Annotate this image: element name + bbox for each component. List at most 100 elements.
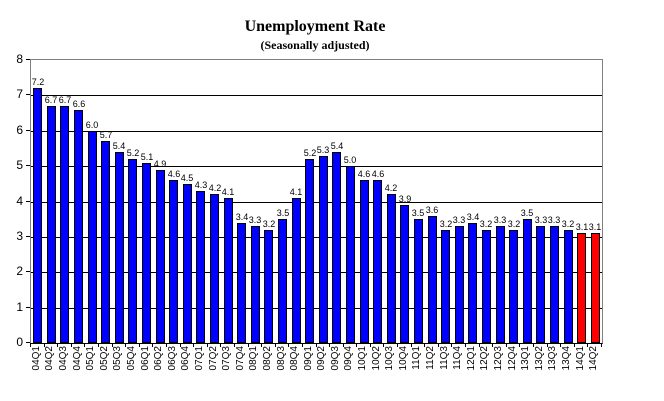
x-axis-tick — [180, 343, 181, 347]
bar-value-label: 3.2 — [439, 219, 453, 229]
bar — [509, 230, 518, 343]
bar — [360, 180, 369, 343]
y-tick-label: 2 — [16, 264, 23, 278]
x-category-label: 04Q4 — [72, 346, 83, 371]
bar-value-label: 3.2 — [561, 219, 575, 229]
bar-value-label: 5.2 — [303, 148, 317, 158]
gridline — [31, 308, 602, 309]
x-axis-tick — [424, 343, 425, 347]
y-tick-label: 7 — [16, 87, 23, 101]
x-category-label: 06Q3 — [167, 346, 178, 371]
x-axis-tick — [492, 343, 493, 347]
y-axis-tick — [26, 59, 30, 60]
x-axis-tick — [601, 343, 602, 347]
bar-value-label: 4.6 — [167, 169, 181, 179]
bar — [60, 106, 69, 343]
bar-value-label: 5.1 — [140, 152, 154, 162]
y-axis-tick — [26, 307, 30, 308]
y-axis-tick — [26, 236, 30, 237]
y-tick-label: 0 — [16, 335, 23, 349]
bar — [74, 110, 83, 343]
x-axis-tick — [71, 343, 72, 347]
bar — [332, 152, 341, 343]
x-category-label: 14Q1 — [575, 346, 586, 371]
x-category-label: 10Q4 — [398, 346, 409, 371]
x-axis-tick — [411, 343, 412, 347]
x-category-label: 11Q4 — [452, 346, 463, 370]
x-category-label: 07Q4 — [235, 346, 246, 371]
bar-value-label: 5.3 — [316, 145, 330, 155]
x-axis-tick — [193, 343, 194, 347]
x-category-label: 08Q2 — [262, 346, 273, 371]
x-axis-tick — [397, 343, 398, 347]
bar-value-label: 4.2 — [384, 183, 398, 193]
plot-area: 7.2 6.7 6.7 6.6 6.0 5.7 5.4 5.2 5.1 4.9 4.6 4.5 4.3 4… — [30, 59, 603, 344]
bar-value-label: 6.7 — [44, 95, 58, 105]
bar-value-label: 3.9 — [398, 194, 412, 204]
x-axis-tick — [316, 343, 317, 347]
y-tick-label: 1 — [16, 300, 23, 314]
bar — [128, 159, 137, 343]
x-axis-tick — [234, 343, 235, 347]
bar — [101, 141, 110, 343]
bar — [373, 180, 382, 343]
bar-value-label: 3.1 — [575, 222, 589, 232]
x-category-label: 09Q2 — [316, 346, 327, 371]
bar — [278, 219, 287, 343]
x-category-label: 08Q1 — [248, 346, 259, 371]
bar-value-label: 3.3 — [493, 215, 507, 225]
bar — [536, 226, 545, 343]
x-axis-tick — [587, 343, 588, 347]
bar-value-label: 3.3 — [248, 215, 262, 225]
x-axis-tick — [288, 343, 289, 347]
bar-highlighted — [577, 233, 586, 343]
x-category-label: 04Q1 — [31, 346, 42, 371]
x-axis-tick — [574, 343, 575, 347]
bar — [319, 156, 328, 343]
bar-value-label: 7.2 — [31, 77, 45, 87]
bar — [550, 226, 559, 343]
bar-value-label: 3.3 — [547, 215, 561, 225]
bar — [47, 106, 56, 343]
x-axis-tick — [547, 343, 548, 347]
bar-value-label: 6.0 — [85, 120, 99, 130]
bar-value-label: 4.1 — [221, 187, 235, 197]
bar-value-label: 6.7 — [58, 95, 72, 105]
x-axis-tick — [560, 343, 561, 347]
bar — [251, 226, 260, 343]
x-axis-tick — [302, 343, 303, 347]
x-category-label: 06Q2 — [153, 346, 164, 371]
bar — [115, 152, 124, 343]
bar — [482, 230, 491, 343]
x-category-label: 08Q4 — [289, 346, 300, 371]
y-tick-label: 6 — [16, 123, 23, 137]
bar-value-label: 5.4 — [330, 141, 344, 151]
bar-value-label: 4.2 — [208, 183, 222, 193]
bar — [496, 226, 505, 343]
y-axis-tick — [26, 201, 30, 202]
y-tick-label: 8 — [16, 52, 23, 66]
x-axis-tick — [479, 343, 480, 347]
bar — [88, 131, 97, 343]
x-axis-tick — [57, 343, 58, 347]
bar — [468, 223, 477, 343]
bar — [305, 159, 314, 343]
x-axis-tick — [329, 343, 330, 347]
x-category-label: 05Q3 — [112, 346, 123, 371]
chart-title: Unemployment Rate — [244, 18, 386, 35]
bar-value-label: 3.6 — [425, 205, 439, 215]
bar — [264, 230, 273, 343]
bar-value-label: 5.2 — [126, 148, 140, 158]
bar-value-label: 4.3 — [194, 180, 208, 190]
x-category-label: 13Q3 — [547, 346, 558, 371]
x-axis-tick — [125, 343, 126, 347]
gridline — [31, 237, 602, 238]
gridline — [31, 272, 602, 273]
y-tick-label: 4 — [16, 194, 23, 208]
x-category-label: 13Q4 — [561, 346, 572, 371]
x-category-label: 05Q1 — [85, 346, 96, 371]
bar-value-label: 3.5 — [276, 208, 290, 218]
gridline — [31, 131, 602, 132]
x-category-label: 09Q4 — [343, 346, 354, 371]
